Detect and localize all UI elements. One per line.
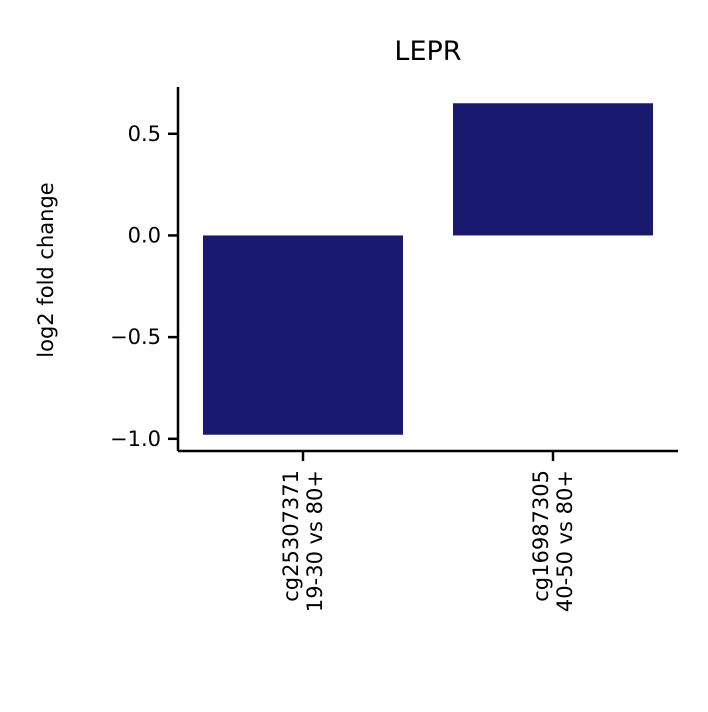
y-tick-label: 0.0 xyxy=(128,223,161,247)
bar-1 xyxy=(203,235,403,435)
chart-title: LEPR xyxy=(394,36,461,67)
x-tick-label: cg25307371 xyxy=(279,470,303,602)
x-ticks-group: cg25307371 19-30 vs 80+ cg16987305 40-50 vs… xyxy=(279,451,577,612)
y-axis-label: log2 fold change xyxy=(34,182,58,357)
y-tick-label: −0.5 xyxy=(110,325,161,349)
bar-2 xyxy=(453,103,653,236)
x-tick-label: cg16987305 xyxy=(529,470,553,602)
y-tick-label: 0.5 xyxy=(128,122,161,146)
y-tick-label: −1.0 xyxy=(110,427,161,451)
x-tick-label: 19-30 vs 80+ xyxy=(303,470,327,612)
bars-group xyxy=(203,103,653,435)
x-tick-label: 40-50 vs 80+ xyxy=(553,470,577,612)
y-ticks-group: −1.0 −0.5 0.0 0.5 xyxy=(110,122,178,451)
